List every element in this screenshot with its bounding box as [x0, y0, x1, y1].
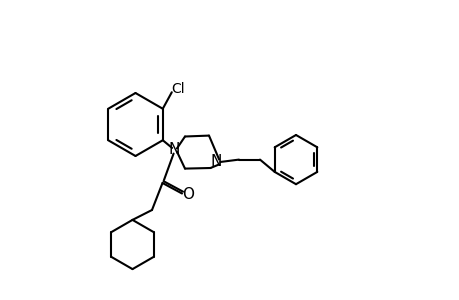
- Text: N: N: [210, 154, 222, 169]
- Text: Cl: Cl: [171, 82, 184, 96]
- Text: O: O: [182, 187, 194, 202]
- Text: N: N: [168, 142, 180, 158]
